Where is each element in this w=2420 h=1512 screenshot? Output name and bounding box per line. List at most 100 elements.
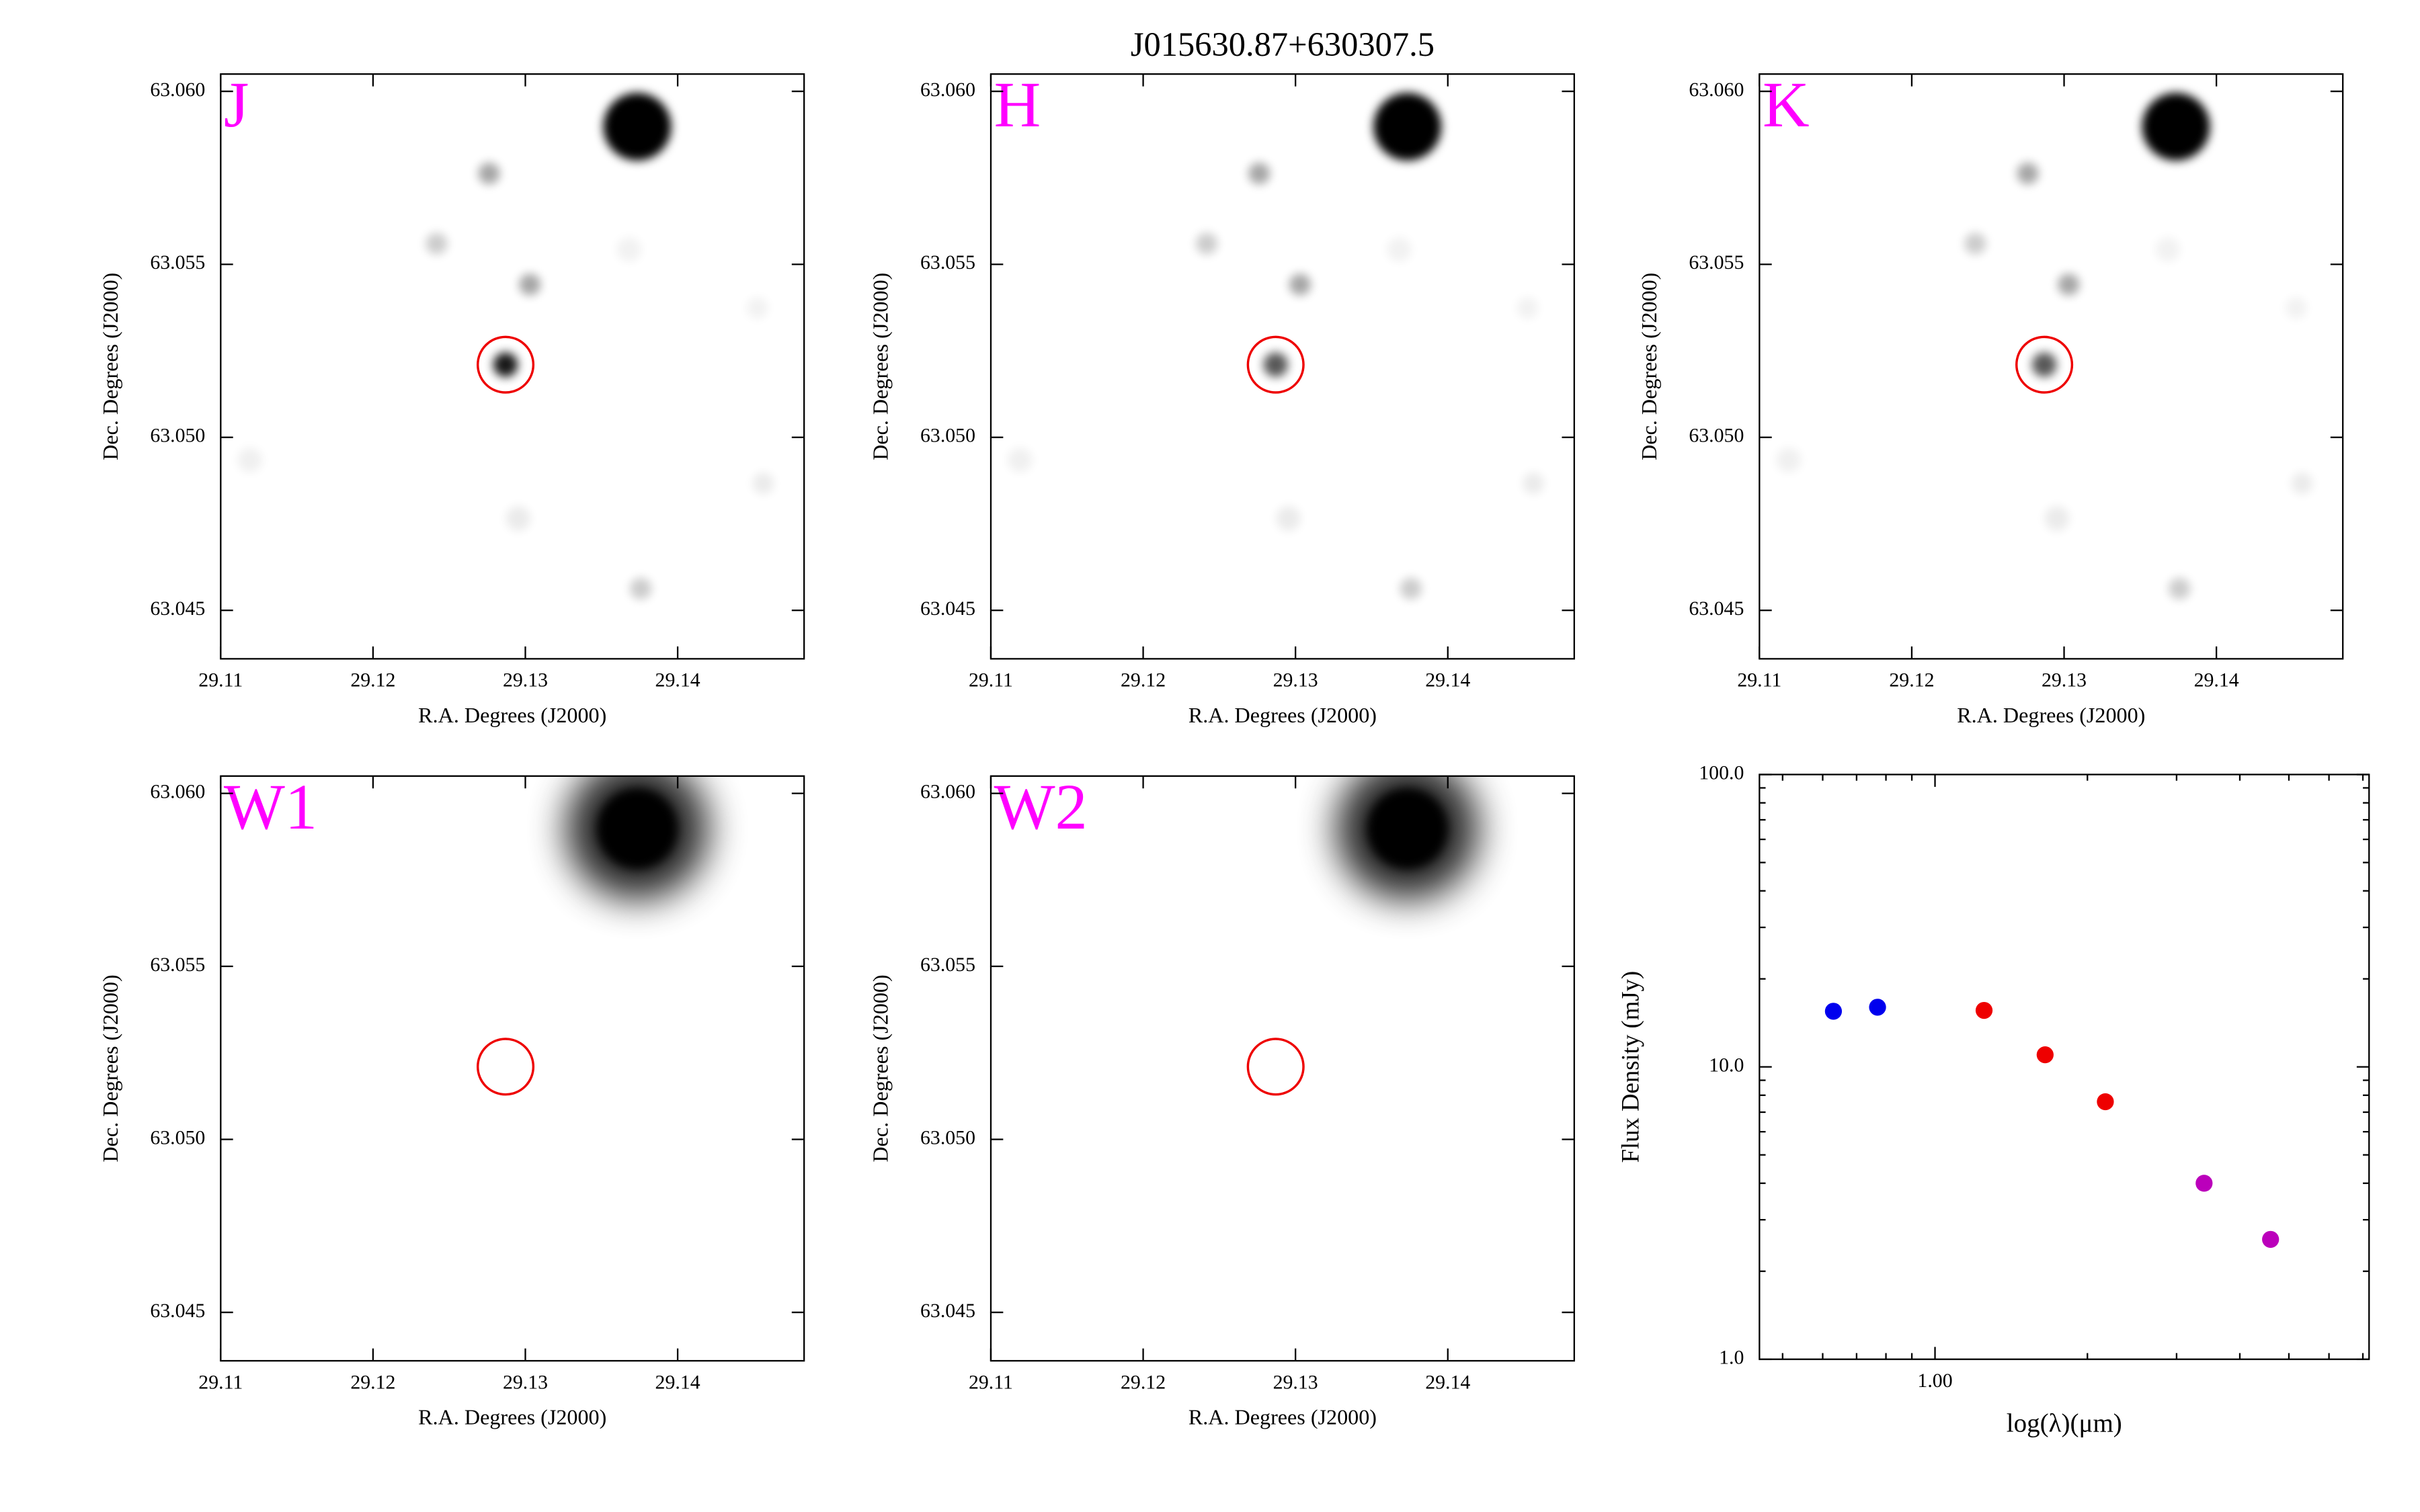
x-tick-label: 29.13	[1273, 669, 1318, 691]
y-tick-label: 63.055	[1689, 251, 1744, 274]
y-axis-label: Dec. Degrees (J2000)	[869, 273, 893, 460]
x-tick-label: 1.00	[1917, 1370, 1952, 1392]
target-marker	[2015, 335, 2074, 394]
star	[2291, 472, 2313, 495]
x-axis-label: R.A. Degrees (J2000)	[418, 1405, 606, 1429]
axes-frame	[220, 73, 805, 660]
data-point	[1869, 999, 1886, 1016]
x-tick-label: 29.12	[1121, 1371, 1166, 1393]
x-tick-label: 29.12	[1889, 669, 1934, 691]
y-tick-label: 63.060	[920, 780, 975, 802]
x-tick-label: 29.14	[1425, 1371, 1470, 1393]
x-tick-label: 29.11	[969, 669, 1013, 691]
x-tick-label: 29.12	[350, 1371, 395, 1393]
x-tick-label: 29.14	[655, 1371, 700, 1393]
x-tick-label: 29.14	[1425, 669, 1470, 691]
band-label: H	[994, 69, 1041, 140]
axes-frame	[990, 73, 1575, 660]
star	[478, 163, 500, 185]
x-tick-label: 29.12	[1121, 669, 1166, 691]
x-tick-label: 29.11	[1737, 669, 1781, 691]
y-tick-label: 63.050	[150, 1126, 205, 1148]
star	[1196, 233, 1218, 255]
y-tick-label: 63.050	[150, 425, 205, 447]
sky-image	[1759, 74, 2343, 659]
star	[2058, 274, 2080, 296]
star	[2017, 163, 2039, 185]
star	[426, 233, 448, 255]
star	[2044, 506, 2070, 531]
y-tick-label: 63.045	[150, 1300, 205, 1322]
x-axis-label: R.A. Degrees (J2000)	[1188, 703, 1377, 727]
target-marker	[476, 335, 535, 394]
band-label: W1	[224, 771, 317, 843]
y-tick-label: 63.045	[1689, 597, 1744, 620]
star	[493, 352, 518, 378]
star	[1776, 448, 1802, 472]
star	[2285, 297, 2307, 319]
y-tick-label: 63.055	[150, 251, 205, 274]
axes-frame	[1759, 73, 2344, 660]
x-tick-label: 29.11	[198, 669, 243, 691]
star	[506, 506, 531, 531]
star	[1387, 237, 1412, 262]
y-axis-label: Dec. Degrees (J2000)	[869, 974, 893, 1162]
y-tick-label: 63.060	[150, 780, 205, 802]
sky-image	[990, 74, 1574, 659]
x-tick-label: 29.11	[198, 1371, 243, 1393]
target-marker	[1246, 335, 1305, 394]
panel: W2 29.11 29.12 29.13 29.14 63.045 63.050 63.055…	[869, 771, 1575, 1429]
star	[2142, 93, 2210, 161]
y-axis-label: Dec. Degrees (J2000)	[98, 273, 122, 460]
y-tick-label: 63.050	[920, 425, 975, 447]
y-tick-label: 10.0	[1709, 1054, 1744, 1076]
x-axis-label: log(λ)(μm)	[2007, 1409, 2122, 1437]
data-point	[1824, 1003, 1843, 1020]
data-point	[2195, 1175, 2213, 1192]
star	[2169, 577, 2191, 600]
panel: J 29.11 29.12 29.13 29.14 63.045 63.050 63.055 6…	[98, 69, 805, 727]
star	[752, 472, 774, 495]
x-tick-label: 29.13	[503, 669, 548, 691]
y-tick-label: 63.045	[920, 1300, 975, 1322]
star	[1523, 472, 1545, 495]
x-axis-label: R.A. Degrees (J2000)	[1957, 703, 2145, 727]
y-tick-label: 63.055	[920, 954, 975, 976]
x-tick-label: 29.13	[503, 1371, 548, 1393]
star	[1263, 352, 1289, 378]
y-tick-label: 63.050	[1689, 425, 1744, 447]
x-tick-label: 29.14	[655, 669, 700, 691]
star	[2031, 352, 2057, 378]
y-axis-label: Flux Density (mJy)	[1617, 971, 1644, 1163]
star	[237, 448, 263, 472]
y-tick-label: 63.055	[150, 954, 205, 976]
x-tick-label: 29.12	[350, 669, 395, 691]
star	[1373, 93, 1442, 161]
band-label: J	[224, 69, 249, 140]
x-axis-label: R.A. Degrees (J2000)	[418, 703, 606, 727]
panel: H 29.11 29.12 29.13 29.14 63.045 63.050 63.055 6…	[869, 69, 1575, 727]
star	[1964, 233, 1986, 255]
y-tick-label: 63.060	[1689, 79, 1744, 101]
x-tick-label: 29.13	[1273, 1371, 1318, 1393]
band-label: W2	[994, 771, 1088, 843]
sky-background	[990, 775, 1574, 1361]
y-tick-label: 63.055	[920, 251, 975, 274]
data-point	[1975, 1001, 1993, 1019]
data-point	[2036, 1046, 2054, 1064]
star	[616, 237, 642, 262]
panel: K 29.11 29.12 29.13 29.14 63.045 63.050 63.055 6…	[1637, 69, 2344, 727]
panel: W1 29.11 29.12 29.13 29.14 63.045 63.050 63.055…	[98, 771, 805, 1429]
target-marker	[1246, 1038, 1305, 1096]
panel: 1.00 1.0 10.0 100.0 log(λ)(μm) Flux Density (…	[1617, 761, 2370, 1437]
x-tick-label: 29.14	[2194, 669, 2239, 691]
star	[630, 577, 652, 600]
star	[603, 93, 672, 161]
x-tick-label: 29.13	[2042, 669, 2087, 691]
x-axis-label: R.A. Degrees (J2000)	[1188, 1405, 1377, 1429]
band-label: K	[1763, 69, 1810, 140]
y-tick-label: 63.050	[920, 1126, 975, 1148]
sky-image	[990, 775, 1574, 1361]
axes-frame	[1759, 773, 2370, 1360]
star	[1289, 274, 1312, 296]
